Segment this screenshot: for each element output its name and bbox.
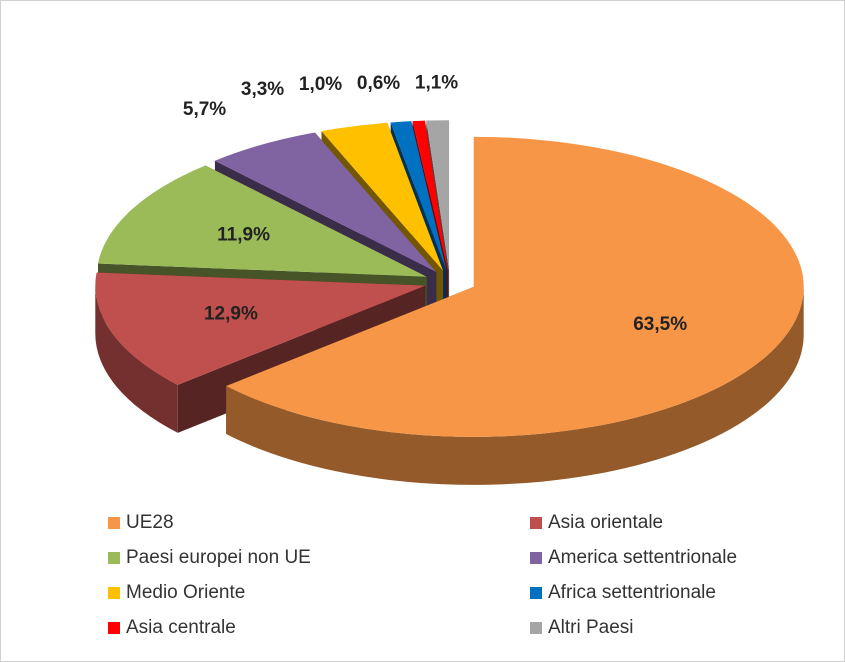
data-label: 12,9%	[204, 304, 258, 325]
legend-label: Asia centrale	[126, 617, 236, 638]
legend-swatch	[108, 622, 120, 634]
slice-top	[412, 120, 448, 271]
slice-top	[214, 132, 437, 272]
slice-top	[321, 122, 443, 271]
slice-top	[97, 165, 427, 277]
data-label: 5,7%	[183, 99, 226, 120]
legend-label: UE28	[126, 512, 174, 533]
data-label: 0,6%	[357, 73, 400, 94]
slice-top	[426, 120, 450, 271]
data-label: 63,5%	[633, 314, 687, 335]
legend-swatch	[530, 552, 542, 564]
legend-label: Altri Paesi	[548, 617, 634, 638]
slice-top	[390, 121, 447, 271]
legend-swatch	[530, 622, 542, 634]
legend-label: Medio Oriente	[126, 582, 245, 603]
legend-label: Asia orientale	[548, 512, 663, 533]
slice-side	[226, 286, 804, 485]
slice	[226, 136, 804, 485]
legend-swatch	[108, 552, 120, 564]
slice-top	[226, 136, 804, 437]
legend-swatch	[530, 517, 542, 529]
data-label: 1,0%	[299, 74, 342, 95]
legend-label: America settentrionale	[548, 547, 737, 568]
slice-side	[95, 285, 178, 433]
slice-top	[95, 272, 426, 385]
legend-label: Africa settentrionale	[548, 582, 716, 603]
legend-label: Paesi europei non UE	[126, 547, 311, 568]
legend-swatch	[108, 517, 120, 529]
data-label: 3,3%	[241, 79, 284, 100]
data-label: 11,9%	[217, 224, 270, 245]
data-label: 1,1%	[415, 72, 458, 93]
legend-swatch	[530, 587, 542, 599]
legend-swatch	[108, 587, 120, 599]
